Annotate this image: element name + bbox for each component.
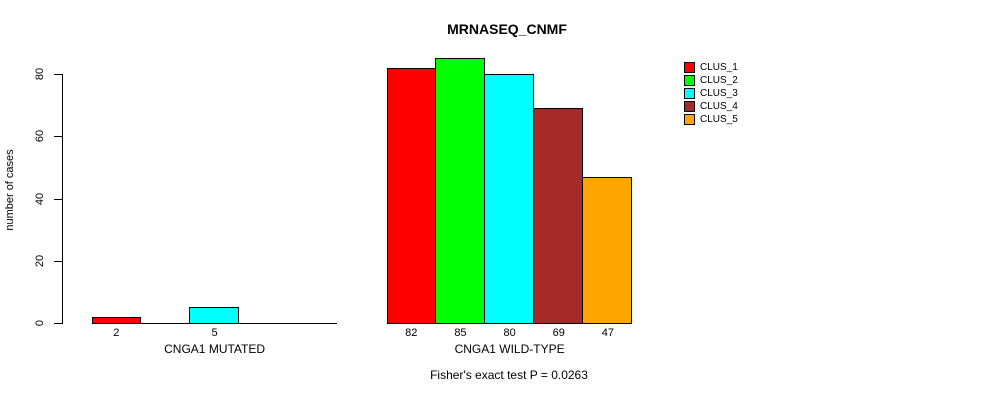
bar [434,58,486,324]
bar [484,74,535,324]
legend-label: CLUS_4 [700,101,738,112]
bar [533,108,584,324]
y-tick [54,260,62,262]
bar-value-label: 47 [601,327,615,339]
legend-swatch [684,75,695,86]
legend-swatch [684,88,695,99]
bar-value-label: 85 [454,327,467,339]
bar-value-label: 69 [552,327,565,339]
legend-swatch [684,101,695,112]
y-tick [54,198,62,200]
bar [189,307,240,324]
y-tick-label: 20 [34,254,46,267]
bar [386,67,436,324]
legend-item: CLUS_1 [684,61,738,74]
bar-value-label: 5 [211,327,218,339]
legend-item: CLUS_2 [684,74,738,87]
legend-item: CLUS_3 [684,87,738,100]
legend-label: CLUS_5 [700,114,738,125]
legend-label: CLUS_1 [700,62,738,73]
y-axis-title: number of cases [4,149,16,231]
legend-item: CLUS_4 [684,100,738,113]
y-tick [54,323,62,324]
y-tick-label: 0 [34,319,46,327]
group-label: CNGA1 WILD-TYPE [454,342,565,356]
group-label: CNGA1 MUTATED [164,342,266,356]
y-axis-line [62,74,63,324]
bar [91,316,141,324]
bar [582,176,633,324]
y-tick [54,74,62,75]
legend-label: CLUS_2 [700,75,738,86]
fisher-test-annotation: Fisher's exact test P = 0.0263 [430,368,588,382]
y-tick-label: 40 [34,192,46,205]
legend-item: CLUS_5 [684,113,738,126]
legend-label: CLUS_3 [700,88,738,99]
legend: CLUS_1 CLUS_2 CLUS_3 CLUS_4 CLUS_5 [684,61,738,126]
y-tick [54,136,62,138]
bar-value-label: 80 [503,327,516,339]
legend-swatch [684,114,695,125]
bar-value-label: 2 [113,327,120,339]
chart-title: MRNASEQ_CNMF [447,21,567,37]
bar-value-label: 82 [405,327,418,339]
y-tick-label: 60 [34,130,46,143]
legend-swatch [684,62,695,73]
y-tick-label: 80 [34,67,46,81]
